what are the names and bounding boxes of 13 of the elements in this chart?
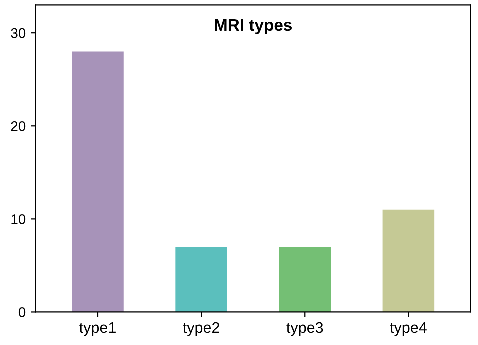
x-tick-label: type2	[183, 322, 220, 336]
x-tick-label: type4	[390, 322, 427, 336]
y-tick-label: 10	[12, 214, 26, 224]
bar	[176, 247, 228, 312]
y-tick-label: 20	[11, 121, 26, 132]
x-tick-label: type1	[80, 322, 116, 336]
y-tick-label: 0	[18, 308, 26, 318]
bar	[72, 52, 124, 312]
y-tick-label: 30	[11, 28, 26, 38]
x-tick-label: type3	[286, 322, 324, 336]
text: MRI types	[215, 20, 292, 34]
bar	[382, 210, 435, 312]
bar	[279, 247, 332, 312]
